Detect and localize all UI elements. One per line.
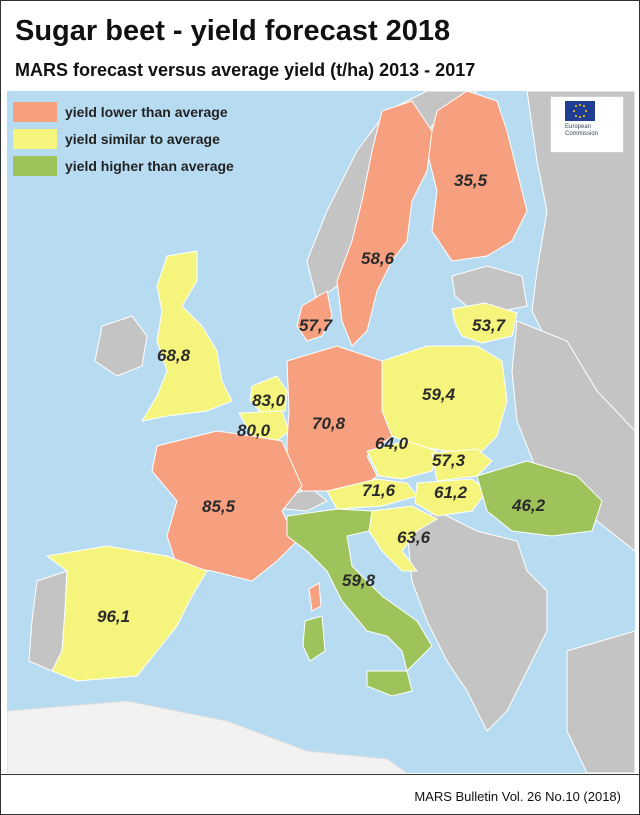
country-latvia-estonia xyxy=(451,265,528,312)
legend-item-higher: yield higher than average xyxy=(13,156,234,176)
page-title: Sugar beet - yield forecast 2018 xyxy=(15,15,451,47)
country-hungary xyxy=(414,478,488,517)
value-poland: 59,4 xyxy=(422,385,456,404)
legend-item-similar: yield similar to average xyxy=(13,129,220,149)
footer: MARS Bulletin Vol. 26 No.10 (2018) xyxy=(1,774,639,814)
value-hungary: 61,2 xyxy=(434,483,468,502)
value-slovakia: 57,3 xyxy=(432,451,466,470)
footer-source: MARS Bulletin Vol. 26 No.10 (2018) xyxy=(414,789,621,804)
value-czechia: 64,0 xyxy=(375,434,409,453)
value-italy: 59,8 xyxy=(342,571,376,590)
value-croatia: 63,6 xyxy=(397,528,431,547)
country-france xyxy=(151,430,303,582)
country-ireland xyxy=(94,315,148,377)
logo-text: European Commission xyxy=(565,124,599,137)
eu-flag-icon xyxy=(565,101,595,121)
country-belarus-ukraine xyxy=(511,320,635,552)
legend-label-similar: yield similar to average xyxy=(65,131,220,147)
european-commission-logo: European Commission xyxy=(550,96,624,153)
country-sweden xyxy=(336,100,433,347)
value-sweden: 58,6 xyxy=(361,249,395,268)
value-germany: 70,8 xyxy=(312,414,346,433)
value-lithuania: 53,7 xyxy=(472,316,507,335)
value-austria: 71,6 xyxy=(362,481,396,500)
country-finland xyxy=(426,91,528,262)
country-belgium xyxy=(238,410,290,442)
europe-map: 35,5 58,6 57,7 53,7 68,8 59,4 83,0 70,8 … xyxy=(7,91,635,773)
legend-swatch-similar xyxy=(13,129,57,149)
value-finland: 35,5 xyxy=(454,171,488,190)
country-netherlands xyxy=(249,375,288,414)
country-africa xyxy=(7,700,408,773)
value-united-kingdom: 68,8 xyxy=(157,346,191,365)
country-sardinia xyxy=(302,615,326,662)
value-denmark: 57,7 xyxy=(299,316,334,335)
legend-swatch-lower xyxy=(13,102,57,122)
country-denmark xyxy=(296,290,333,342)
legend-label-lower: yield lower than average xyxy=(65,104,228,120)
country-romania xyxy=(476,460,603,537)
country-spain xyxy=(45,545,208,682)
value-spain: 96,1 xyxy=(97,607,130,626)
value-netherlands: 83,0 xyxy=(252,391,286,410)
value-france: 85,5 xyxy=(202,497,236,516)
legend-label-higher: yield higher than average xyxy=(65,158,234,174)
country-czechia xyxy=(366,440,438,480)
page-subtitle: MARS forecast versus average yield (t/ha… xyxy=(15,60,476,80)
legend-item-lower: yield lower than average xyxy=(13,102,228,122)
country-united-kingdom xyxy=(140,250,233,422)
country-corsica xyxy=(308,582,322,612)
country-italy xyxy=(286,508,433,672)
country-turkey xyxy=(566,630,635,773)
country-slovakia xyxy=(431,448,493,482)
value-romania: 46,2 xyxy=(511,496,546,515)
value-belgium: 80,0 xyxy=(237,421,271,440)
country-sicily xyxy=(366,670,413,697)
country-lithuania xyxy=(451,302,518,344)
legend-swatch-higher xyxy=(13,156,57,176)
country-croatia xyxy=(368,505,439,572)
country-balkans xyxy=(406,510,548,732)
